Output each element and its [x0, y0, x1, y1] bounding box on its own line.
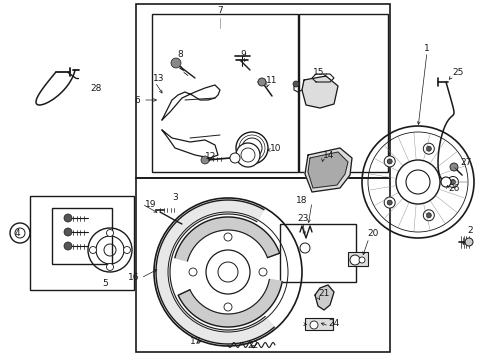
Circle shape	[449, 163, 457, 171]
Text: 3: 3	[172, 193, 178, 202]
Text: 9: 9	[240, 50, 245, 59]
Text: 13: 13	[153, 73, 164, 82]
Circle shape	[464, 238, 472, 246]
Text: 26: 26	[447, 184, 458, 193]
Circle shape	[384, 197, 394, 208]
Text: 21: 21	[317, 289, 329, 298]
Text: 11: 11	[265, 76, 277, 85]
Polygon shape	[156, 200, 274, 344]
Circle shape	[64, 242, 72, 250]
Circle shape	[423, 143, 433, 154]
Circle shape	[258, 78, 265, 86]
Text: 4: 4	[15, 230, 20, 239]
Polygon shape	[302, 76, 337, 108]
Polygon shape	[178, 279, 282, 327]
Circle shape	[349, 255, 359, 265]
Circle shape	[440, 177, 450, 187]
Text: 15: 15	[312, 68, 324, 77]
Text: 5: 5	[102, 279, 108, 288]
Circle shape	[64, 214, 72, 222]
Circle shape	[106, 230, 113, 237]
Circle shape	[201, 156, 208, 164]
Text: 17: 17	[190, 338, 202, 346]
Text: 22: 22	[247, 341, 258, 350]
Text: 18: 18	[296, 195, 307, 204]
Circle shape	[358, 257, 364, 263]
Polygon shape	[175, 217, 279, 261]
Circle shape	[224, 233, 231, 241]
Circle shape	[386, 200, 391, 205]
Circle shape	[292, 81, 298, 87]
Text: 20: 20	[366, 230, 378, 239]
Circle shape	[89, 247, 96, 253]
Circle shape	[309, 321, 317, 329]
Text: 16: 16	[127, 274, 139, 283]
Bar	[305, 318, 332, 330]
Circle shape	[171, 58, 181, 68]
Text: 25: 25	[451, 68, 463, 77]
Text: 12: 12	[204, 152, 216, 161]
Circle shape	[384, 156, 394, 167]
Circle shape	[236, 143, 260, 167]
Circle shape	[259, 268, 266, 276]
Text: 19: 19	[144, 199, 156, 208]
Circle shape	[426, 213, 430, 218]
Polygon shape	[305, 148, 351, 192]
Circle shape	[423, 210, 433, 221]
Bar	[52, 208, 112, 264]
Text: 14: 14	[323, 150, 334, 159]
Text: 7: 7	[217, 5, 223, 14]
Polygon shape	[307, 152, 347, 188]
Text: 1: 1	[423, 44, 429, 53]
Circle shape	[224, 303, 231, 311]
Text: 27: 27	[459, 158, 470, 166]
Text: 10: 10	[269, 144, 281, 153]
Circle shape	[123, 247, 130, 253]
Bar	[136, 4, 389, 178]
Bar	[136, 178, 389, 352]
Circle shape	[449, 180, 454, 185]
Bar	[30, 196, 134, 290]
Circle shape	[106, 264, 113, 270]
Circle shape	[189, 268, 197, 276]
Text: 6: 6	[134, 95, 140, 104]
Circle shape	[447, 176, 458, 188]
Circle shape	[386, 159, 391, 164]
Polygon shape	[314, 285, 333, 310]
Circle shape	[236, 132, 267, 164]
Text: 24: 24	[327, 319, 339, 328]
Bar	[280, 224, 355, 282]
Bar	[152, 14, 297, 172]
Circle shape	[426, 146, 430, 151]
Circle shape	[64, 228, 72, 236]
Circle shape	[299, 243, 309, 253]
Text: 23: 23	[297, 213, 308, 222]
Circle shape	[229, 153, 240, 163]
Bar	[298, 14, 387, 172]
Bar	[347, 252, 367, 266]
Text: 2: 2	[466, 225, 472, 234]
Text: 28: 28	[90, 84, 101, 93]
Text: 8: 8	[177, 50, 183, 59]
